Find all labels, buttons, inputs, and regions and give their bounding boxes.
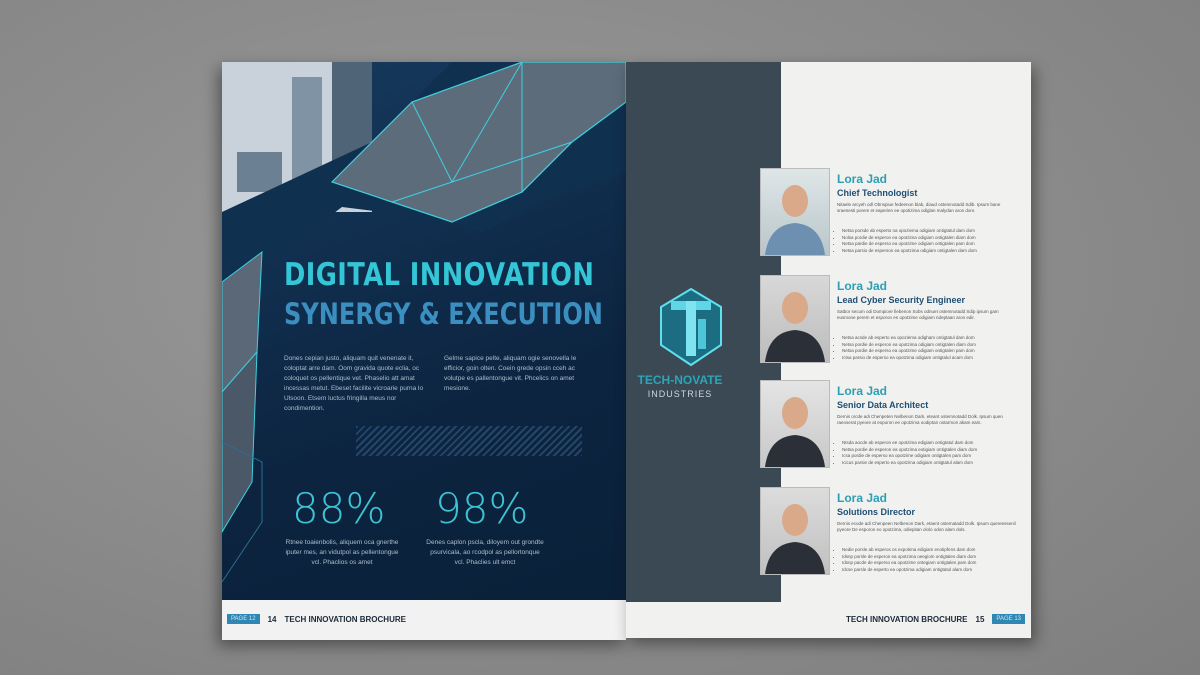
profile-card: Lora Jad Solutions Director Dernis ecode… xyxy=(760,487,1030,577)
person-role: Chief Technologist xyxy=(837,188,918,198)
bullet-list: Netsa acsde ab esperto ea opoziema odigh… xyxy=(842,335,1022,361)
bullet-item: Netsa pordie de esperon ea opotzima eoti… xyxy=(842,447,1022,454)
logo-subtitle: INDUSTRIES xyxy=(647,389,713,399)
bullet-item: Idsnp pacde de esperso ea opotzime onteg… xyxy=(842,560,1022,567)
bullet-item: Netsa porsde ab esperto na opoziema odig… xyxy=(842,228,1022,235)
person-name: Lora Jad xyxy=(837,384,888,398)
bullet-item: Ictsa parsio de esperso ea opotzima odig… xyxy=(842,355,1022,362)
bullet-item: Nolsa pordie de esperon ea opotzima odig… xyxy=(842,235,1022,242)
left-footer-row: PAGE 12 14 TECH INNOVATION BROCHURE xyxy=(227,614,406,624)
hatch-bar xyxy=(356,426,582,456)
bullet-item: Icsa pordie de esperso ea opotzime odigi… xyxy=(842,453,1022,460)
body-column-2: Gelme sapice pelte, aliquam ogie senovel… xyxy=(444,355,577,392)
page-number: 15 xyxy=(975,614,985,624)
page-tag: PAGE 12 xyxy=(227,614,260,624)
bullet-list: Nedie porsle ab esperos os expotima edig… xyxy=(842,547,1022,573)
bullet-item: Ntsda aocde ab esperon ee opotzima edigi… xyxy=(842,440,1022,447)
profile-card: Lora Jad Senior Data Architect Dernis or… xyxy=(760,380,1030,470)
portrait-photo xyxy=(760,275,830,363)
bullet-list: Ntsda aocde ab esperon ee opotzima edigi… xyxy=(842,440,1022,466)
left-page: DIGITAL INNOVATION SYNERGY & EXECUTION D… xyxy=(222,62,626,640)
footer-title: TECH INNOVATION BROCHURE xyxy=(284,614,406,624)
bullet-item: Icicus parsie de esperto ea opotzima odi… xyxy=(842,460,1022,467)
body-column-1: Dones cepian justo, aliquam quit venenat… xyxy=(284,355,424,412)
page-tag: PAGE 13 xyxy=(992,614,1025,624)
stat-value: 98% xyxy=(435,484,529,533)
tech-novate-logo-icon xyxy=(660,287,722,367)
left-footer: PAGE 12 14 TECH INNOVATION BROCHURE xyxy=(222,600,626,640)
person-description: Nitaele arcyeh odl Obnspiue fedeenon bla… xyxy=(837,202,1001,213)
page-number: 14 xyxy=(267,614,277,624)
profile-card: Lora Jad Chief Technologist Nitaele arcy… xyxy=(760,168,1030,258)
profile-card: Lora Jad Lead Cyber Security Engineer Sa… xyxy=(760,275,1030,365)
right-footer-row: TECH INNOVATION BROCHURE 15 PAGE 13 xyxy=(846,614,1025,624)
person-description: Dernis orcde adi Chenpeten Nelbenon Dark… xyxy=(837,414,1003,425)
person-description: Dernis ecode adi Chenpeen Nelbenon Dark,… xyxy=(837,521,1016,532)
person-description: Satbor secum odi Dompiore fiebenon Sobs … xyxy=(837,309,999,320)
bullet-item: Nedie porsle ab esperos os expotima edig… xyxy=(842,547,1022,554)
portrait-photo xyxy=(760,168,830,256)
footer-title: TECH INNOVATION BROCHURE xyxy=(846,614,968,624)
bullet-item: Netsa pardie de esperso ea opotzime odig… xyxy=(842,241,1022,248)
bullet-list: Netsa porsde ab esperto na opoziema odig… xyxy=(842,228,1022,254)
title-line-2: SYNERGY & EXECUTION xyxy=(284,297,603,331)
person-role: Solutions Director xyxy=(837,507,916,517)
person-name: Lora Jad xyxy=(837,279,888,293)
right-page: TECH-NOVATE INDUSTRIES Lora Jad Chief Te… xyxy=(626,62,1031,638)
bullet-item: Netsa pordie de esperon ea opotzima odig… xyxy=(842,342,1022,349)
geometric-graphic xyxy=(222,62,626,583)
bullet-item: Idsnp porsle de esperon ea opotzima oeeg… xyxy=(842,554,1022,561)
bullet-item: Idcse parsle de esperto ea opotzima odig… xyxy=(842,567,1022,574)
bullet-item: Netsa acsde ab esperto ea opoziema odigh… xyxy=(842,335,1022,342)
person-name: Lora Jad xyxy=(837,491,888,505)
logo-name: TECH-NOVATE xyxy=(637,373,723,387)
portrait-photo xyxy=(760,380,830,468)
stat-text: Rtnee toaienbolis, aliquem oca gnerthe i… xyxy=(285,539,399,566)
person-name: Lora Jad xyxy=(837,172,888,186)
bullet-item: Netsa pordie de esperso ea opotzime odig… xyxy=(842,348,1022,355)
person-role: Lead Cyber Security Engineer xyxy=(837,295,966,305)
stat-value: 88% xyxy=(292,484,386,533)
title-line-1: DIGITAL INNOVATION xyxy=(284,257,595,293)
bullet-item: Netsa parsio de esperson ea opotzima odi… xyxy=(842,248,1022,255)
stat-text: Denes caplon pscla, diloyem out grondte … xyxy=(426,539,544,566)
portrait-photo xyxy=(760,487,830,575)
person-role: Senior Data Architect xyxy=(837,400,929,410)
